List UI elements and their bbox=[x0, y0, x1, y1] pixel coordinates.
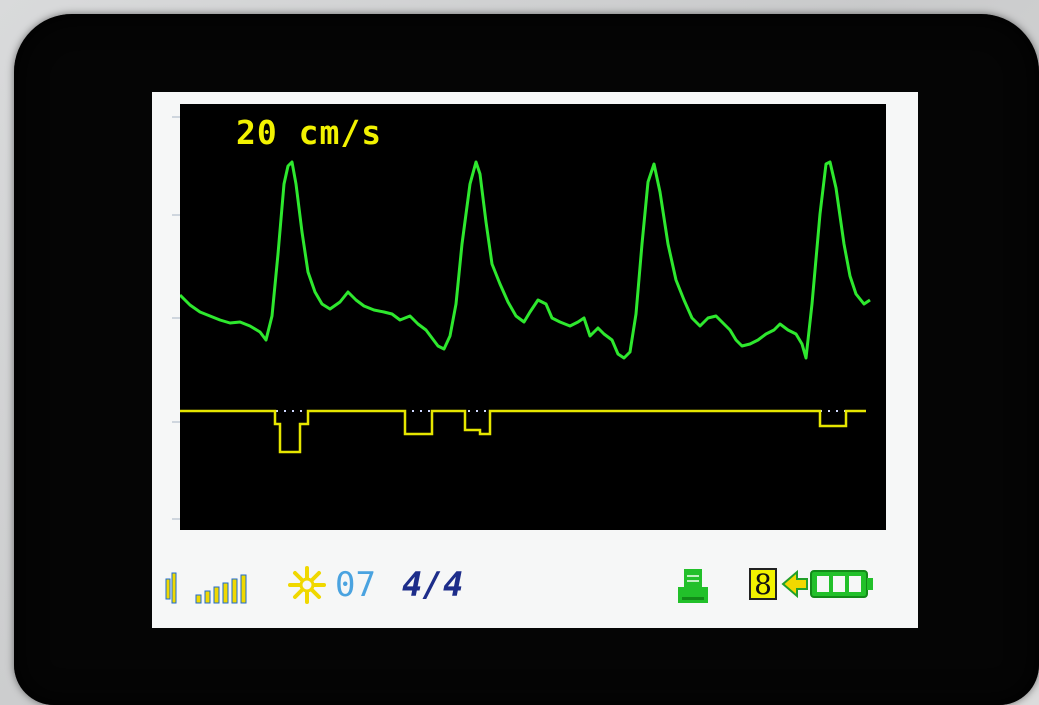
doppler-trace bbox=[180, 409, 866, 454]
sun-gain-icon bbox=[288, 566, 326, 604]
charging-arrow-icon bbox=[781, 569, 808, 599]
waveform-plot bbox=[180, 160, 871, 454]
gain-indicator[interactable]: 07 bbox=[287, 565, 376, 605]
signal-strength-icon bbox=[195, 574, 247, 604]
waveform-display bbox=[180, 104, 886, 530]
axis-ticks bbox=[172, 116, 180, 520]
volume-indicator[interactable] bbox=[164, 571, 264, 605]
gain-value: 07 bbox=[335, 565, 376, 605]
volume-icon bbox=[165, 572, 177, 604]
battery-icon bbox=[810, 570, 873, 598]
page-indicator: 4/4 bbox=[402, 565, 464, 605]
battery-status: 8 bbox=[749, 567, 879, 601]
battery-level: 8 bbox=[749, 568, 777, 601]
speed-label: 20 cm/s bbox=[236, 113, 383, 152]
printer-icon bbox=[678, 569, 708, 603]
printer-button[interactable] bbox=[674, 567, 714, 607]
pulse-waveform bbox=[180, 160, 871, 360]
status-bar: 07 4/4 8 bbox=[152, 555, 918, 615]
page-indicator-group[interactable]: 4/4 bbox=[402, 565, 463, 605]
